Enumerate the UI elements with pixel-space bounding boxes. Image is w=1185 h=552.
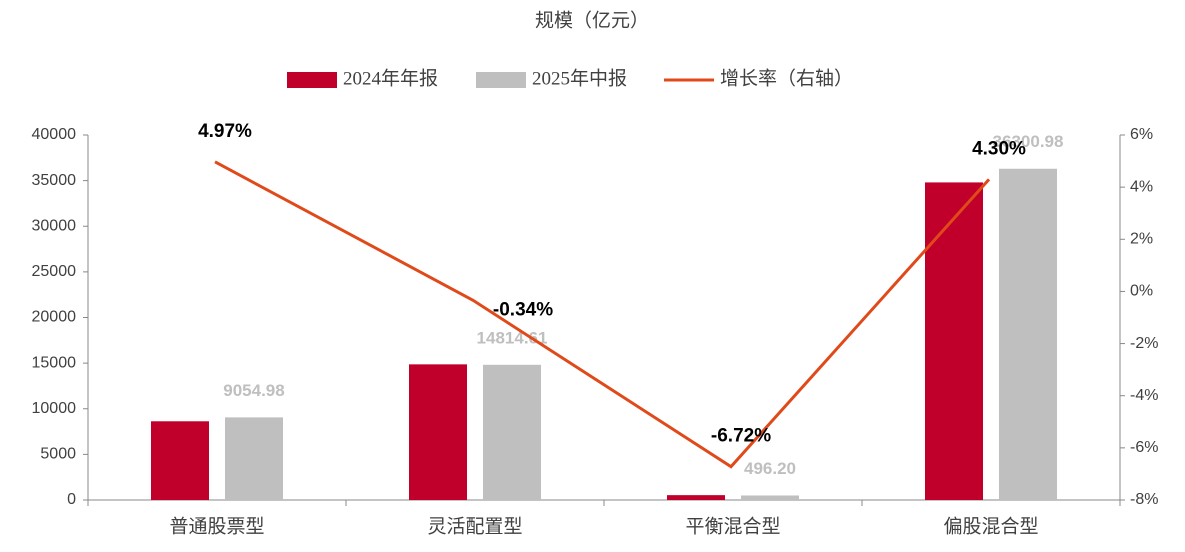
y-tick-label: 10000: [32, 400, 77, 417]
x-tick-label: 偏股混合型: [943, 515, 1038, 537]
chart-title: 规模（亿元）: [535, 9, 649, 31]
bar: [999, 168, 1057, 501]
growth-line: [214, 160, 991, 469]
x-tick-label: 灵活配置型: [427, 515, 522, 537]
x-tick-label: 平衡混合型: [685, 515, 780, 537]
legend-swatch: [476, 72, 526, 88]
bar: [483, 364, 541, 500]
legend-label: 2025年中报: [532, 67, 627, 89]
y-tick-label: 25000: [32, 263, 77, 280]
value-label: 14814.61: [477, 328, 548, 347]
y-tick-label: 15000: [32, 354, 77, 371]
bar: [741, 495, 799, 500]
y2-tick-label: 6%: [1130, 126, 1153, 143]
value-label: 4.97%: [198, 121, 252, 142]
y2-tick-label: 4%: [1130, 178, 1153, 195]
value-label: 496.20: [744, 459, 796, 478]
bar: [225, 417, 283, 500]
y-tick-label: 30000: [32, 217, 77, 234]
y-tick-label: 5000: [40, 446, 76, 463]
value-label: 9054.98: [223, 381, 284, 400]
y-tick-label: 0: [67, 491, 76, 508]
legend-label: 增长率（右轴）: [720, 67, 853, 89]
y2-tick-label: -4%: [1130, 387, 1158, 404]
legend-swatch: [287, 72, 337, 88]
y-tick-label: 40000: [32, 126, 77, 143]
value-label: 4.30%: [972, 138, 1026, 159]
value-label: 36300.98: [993, 132, 1064, 151]
x-tick-label: 普通股票型: [169, 515, 264, 537]
y2-tick-label: -8%: [1130, 491, 1158, 508]
value-label: -6.72%: [711, 426, 771, 447]
y2-tick-label: 2%: [1130, 231, 1153, 248]
value-label: -0.34%: [493, 299, 553, 320]
bar: [409, 364, 467, 500]
y2-tick-label: -2%: [1130, 335, 1158, 352]
y2-tick-label: 0%: [1130, 283, 1153, 300]
y2-tick-label: -6%: [1130, 439, 1158, 456]
bar: [925, 182, 983, 500]
y-tick-label: 35000: [32, 172, 77, 189]
y-tick-label: 20000: [32, 309, 77, 326]
legend-label: 2024年年报: [343, 67, 438, 89]
bar: [667, 495, 725, 500]
bar: [151, 421, 209, 500]
